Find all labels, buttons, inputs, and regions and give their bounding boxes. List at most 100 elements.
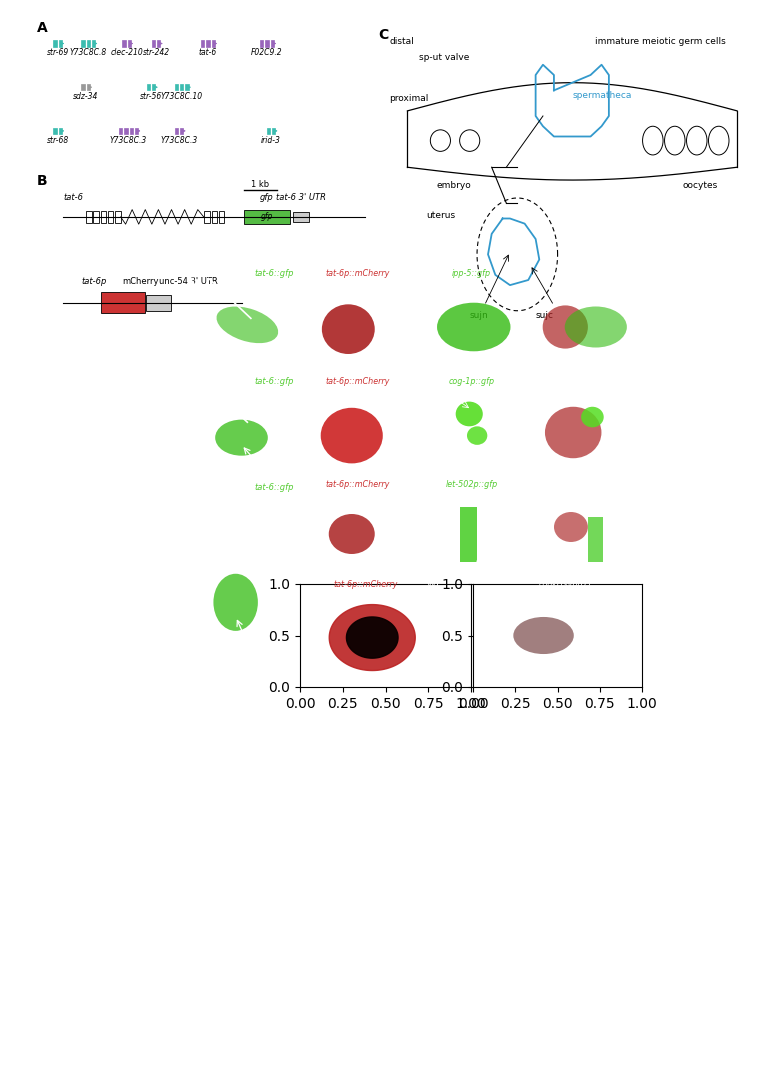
Bar bbox=[175, 127, 178, 134]
Text: M: M bbox=[304, 384, 315, 394]
Text: tat-6p::mCherry: tat-6p::mCherry bbox=[325, 270, 390, 278]
Text: F: F bbox=[20, 384, 27, 394]
Bar bbox=[101, 210, 106, 223]
Bar bbox=[146, 295, 172, 311]
Circle shape bbox=[554, 513, 588, 542]
Text: nucleus: nucleus bbox=[462, 462, 494, 470]
Text: H: H bbox=[20, 490, 28, 501]
Bar bbox=[211, 210, 217, 223]
Text: A: A bbox=[37, 22, 48, 36]
Bar bbox=[185, 84, 188, 91]
Text: str-56: str-56 bbox=[140, 92, 163, 101]
Text: cog-1p::gfp: cog-1p::gfp bbox=[449, 377, 494, 386]
Text: E: E bbox=[188, 276, 195, 286]
Text: T: T bbox=[480, 587, 487, 597]
Text: gfp: gfp bbox=[259, 193, 274, 202]
Text: unc-54 3' UTR: unc-54 3' UTR bbox=[159, 277, 217, 286]
Bar bbox=[260, 40, 263, 46]
Bar bbox=[175, 84, 178, 91]
Text: WT: WT bbox=[427, 581, 441, 589]
Text: irid-3: irid-3 bbox=[261, 136, 281, 145]
Bar bbox=[243, 209, 290, 224]
Bar bbox=[86, 40, 90, 46]
Text: tat-6p::mCherry: tat-6p::mCherry bbox=[333, 581, 398, 589]
Ellipse shape bbox=[437, 303, 510, 352]
Text: tat-6::gfp: tat-6::gfp bbox=[255, 483, 295, 492]
Bar bbox=[211, 40, 215, 46]
Bar bbox=[135, 127, 138, 134]
Text: str-69: str-69 bbox=[47, 49, 69, 57]
Text: Y73C8C.3: Y73C8C.3 bbox=[110, 136, 147, 145]
Text: gfp: gfp bbox=[260, 213, 273, 221]
Text: P: P bbox=[304, 487, 312, 497]
Text: let-502p::gfp: let-502p::gfp bbox=[446, 480, 497, 489]
Bar bbox=[86, 84, 90, 91]
Text: R: R bbox=[533, 487, 540, 497]
Ellipse shape bbox=[215, 420, 268, 455]
Polygon shape bbox=[330, 604, 415, 670]
Text: N: N bbox=[420, 384, 428, 394]
Bar bbox=[82, 40, 85, 46]
Bar bbox=[93, 210, 99, 223]
Bar bbox=[53, 40, 56, 46]
Bar bbox=[180, 84, 183, 91]
Bar bbox=[147, 84, 150, 91]
Bar bbox=[204, 210, 210, 223]
Text: tat-6: tat-6 bbox=[63, 193, 83, 202]
Text: merge: merge bbox=[571, 270, 598, 278]
Text: B: B bbox=[37, 175, 47, 189]
Text: Young adult: Young adult bbox=[121, 377, 175, 386]
Bar bbox=[272, 127, 275, 134]
Text: distal: distal bbox=[389, 38, 414, 46]
Text: embryo: embryo bbox=[436, 181, 472, 190]
Bar bbox=[157, 40, 160, 46]
Text: merge: merge bbox=[571, 480, 598, 489]
Text: sdz-34: sdz-34 bbox=[73, 92, 98, 101]
Text: tat-6p::mCherry: tat-6p::mCherry bbox=[325, 480, 390, 489]
Text: sujn: sujn bbox=[485, 568, 501, 577]
Circle shape bbox=[456, 401, 483, 426]
Text: Adult: Adult bbox=[151, 483, 175, 492]
Circle shape bbox=[545, 407, 601, 459]
Bar bbox=[266, 40, 269, 46]
Text: F02C9.2: F02C9.2 bbox=[251, 49, 283, 57]
Text: O: O bbox=[533, 384, 541, 394]
Bar bbox=[127, 40, 130, 46]
Bar bbox=[152, 40, 155, 46]
Text: uterus: uterus bbox=[426, 211, 455, 220]
Text: sujc: sujc bbox=[536, 312, 554, 320]
Text: cog-1(sy607): cog-1(sy607) bbox=[539, 581, 592, 589]
Text: str-68: str-68 bbox=[47, 136, 69, 145]
Text: J: J bbox=[304, 276, 308, 286]
Text: sujn: sujn bbox=[470, 312, 488, 320]
Text: L4 larva: L4 larva bbox=[138, 270, 175, 278]
Bar bbox=[152, 84, 156, 91]
Bar bbox=[201, 40, 204, 46]
Ellipse shape bbox=[565, 306, 627, 347]
Bar bbox=[53, 127, 56, 134]
Circle shape bbox=[329, 514, 375, 554]
Text: tat-6::gfp: tat-6::gfp bbox=[255, 377, 295, 386]
Circle shape bbox=[642, 126, 663, 155]
Bar bbox=[108, 210, 114, 223]
Text: Y73C8C.3: Y73C8C.3 bbox=[160, 136, 198, 145]
Bar bbox=[92, 40, 95, 46]
Bar bbox=[122, 40, 126, 46]
Text: 10 microns: 10 microns bbox=[27, 365, 73, 373]
Text: tat-6: tat-6 bbox=[199, 49, 217, 57]
Text: str-242: str-242 bbox=[143, 49, 169, 57]
Text: d. sp: d. sp bbox=[462, 365, 481, 373]
Ellipse shape bbox=[214, 574, 258, 631]
Bar bbox=[101, 292, 145, 313]
Circle shape bbox=[542, 305, 588, 349]
Bar bbox=[206, 40, 210, 46]
Text: tat-6p::mCherry: tat-6p::mCherry bbox=[325, 377, 390, 386]
Bar bbox=[59, 40, 62, 46]
Bar bbox=[59, 127, 62, 134]
Text: L: L bbox=[533, 276, 539, 286]
Text: S: S bbox=[307, 587, 314, 597]
Text: mCherry: mCherry bbox=[123, 277, 159, 286]
Text: C: C bbox=[378, 28, 388, 42]
Ellipse shape bbox=[459, 129, 480, 151]
Text: Q: Q bbox=[420, 487, 428, 497]
